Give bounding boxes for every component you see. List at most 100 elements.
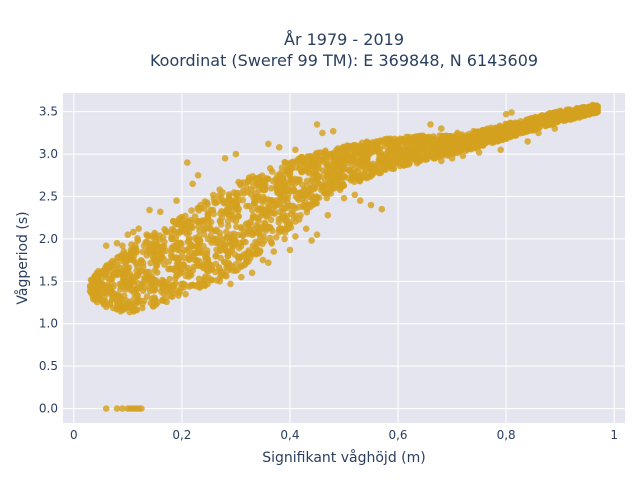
y-tick-label: 1.0 bbox=[39, 317, 58, 331]
data-point bbox=[315, 194, 323, 201]
data-point bbox=[204, 201, 211, 208]
data-point bbox=[324, 211, 332, 219]
data-point bbox=[497, 146, 505, 154]
data-point bbox=[269, 227, 276, 235]
data-points bbox=[86, 101, 602, 412]
data-point bbox=[184, 264, 192, 272]
data-point bbox=[333, 146, 340, 154]
data-point bbox=[137, 259, 144, 267]
data-point bbox=[224, 267, 232, 274]
data-point bbox=[213, 237, 221, 244]
data-point bbox=[261, 183, 269, 191]
data-point bbox=[411, 144, 419, 152]
data-point bbox=[134, 235, 141, 242]
data-point bbox=[154, 256, 162, 264]
data-point bbox=[524, 138, 531, 145]
data-point bbox=[233, 223, 240, 230]
data-point bbox=[297, 212, 304, 219]
data-point bbox=[548, 113, 556, 121]
data-point bbox=[438, 125, 445, 132]
data-point bbox=[275, 201, 283, 208]
data-point bbox=[292, 218, 299, 225]
data-point bbox=[140, 242, 148, 249]
data-point bbox=[313, 121, 321, 128]
data-point bbox=[166, 275, 173, 283]
data-point bbox=[358, 143, 366, 151]
data-point bbox=[207, 276, 215, 284]
y-axis-tick-labels: 0.0 0.5 1.0 1.5 2.0 2.5 3.0 3.5 bbox=[39, 105, 58, 416]
data-point bbox=[506, 122, 514, 129]
data-point bbox=[254, 229, 262, 237]
data-point bbox=[105, 276, 113, 283]
data-point bbox=[275, 144, 283, 151]
data-point bbox=[234, 212, 242, 220]
data-point bbox=[535, 118, 542, 126]
data-point bbox=[130, 248, 137, 255]
data-point bbox=[239, 238, 247, 246]
data-point bbox=[396, 149, 403, 157]
data-point bbox=[113, 405, 121, 412]
data-point bbox=[119, 306, 127, 314]
data-point bbox=[173, 197, 180, 204]
data-point bbox=[441, 134, 448, 141]
data-point bbox=[148, 273, 155, 280]
data-point bbox=[273, 234, 280, 241]
data-point bbox=[356, 197, 364, 204]
data-point bbox=[265, 196, 272, 203]
y-tick-label: 2.5 bbox=[39, 189, 58, 203]
data-point bbox=[287, 210, 295, 217]
data-point bbox=[254, 206, 262, 214]
data-point bbox=[233, 205, 241, 213]
data-point bbox=[351, 165, 359, 173]
data-point bbox=[173, 271, 181, 279]
data-point bbox=[421, 144, 429, 151]
data-point bbox=[268, 240, 276, 247]
data-point bbox=[557, 107, 564, 115]
data-point bbox=[221, 155, 229, 162]
data-point bbox=[346, 166, 353, 174]
data-point bbox=[378, 205, 386, 213]
data-point bbox=[286, 246, 294, 254]
data-point bbox=[195, 204, 202, 211]
data-point bbox=[128, 287, 135, 294]
data-point bbox=[289, 160, 297, 167]
data-point bbox=[215, 192, 223, 199]
grid-lines bbox=[63, 93, 625, 423]
data-point bbox=[455, 148, 463, 155]
data-point bbox=[189, 180, 196, 188]
data-point bbox=[196, 238, 204, 245]
data-point bbox=[219, 240, 226, 247]
y-axis-title: Vågperiod (s) bbox=[14, 211, 31, 304]
data-point bbox=[265, 201, 272, 208]
x-axis-title: Signifikant våghöjd (m) bbox=[262, 449, 425, 466]
data-point bbox=[205, 267, 213, 275]
chart-title-line-1: År 1979 - 2019 bbox=[284, 30, 404, 49]
data-point bbox=[139, 304, 146, 312]
data-point bbox=[106, 299, 114, 307]
data-point bbox=[249, 214, 257, 222]
y-tick-label: 3.5 bbox=[39, 105, 58, 119]
data-point bbox=[126, 270, 134, 278]
data-point bbox=[243, 202, 250, 210]
data-point bbox=[181, 254, 188, 262]
data-point bbox=[100, 301, 108, 308]
data-point bbox=[130, 228, 137, 236]
data-point bbox=[322, 168, 330, 176]
data-point bbox=[308, 191, 315, 199]
x-tick-label: 0,6 bbox=[388, 428, 407, 442]
data-point bbox=[403, 161, 411, 169]
data-point bbox=[451, 144, 458, 152]
data-point bbox=[475, 149, 483, 156]
data-point bbox=[399, 136, 406, 143]
data-point bbox=[308, 200, 316, 207]
data-point bbox=[454, 129, 461, 137]
data-point bbox=[292, 204, 299, 212]
data-point bbox=[249, 206, 256, 214]
data-point bbox=[261, 178, 268, 185]
data-point bbox=[217, 254, 224, 262]
data-point bbox=[317, 173, 325, 180]
data-point bbox=[146, 206, 153, 214]
data-point bbox=[241, 261, 248, 269]
data-point bbox=[223, 228, 230, 236]
data-point bbox=[427, 121, 434, 128]
